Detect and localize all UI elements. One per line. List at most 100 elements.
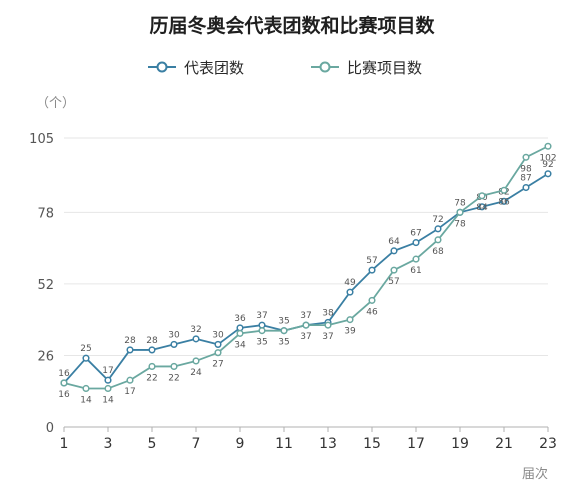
data-label: 32	[190, 325, 201, 335]
data-label: 14	[80, 395, 92, 405]
data-point	[544, 170, 552, 178]
data-label: 35	[256, 338, 267, 348]
data-point	[522, 183, 530, 192]
data-point	[170, 362, 178, 370]
data-label: 30	[212, 330, 224, 340]
data-label: 38	[322, 308, 334, 318]
x-axis-unit: 届次	[522, 466, 548, 482]
data-point	[478, 203, 486, 211]
data-point	[192, 335, 200, 343]
data-label: 27	[212, 360, 223, 370]
legend-label-events: 比赛项目数	[347, 59, 422, 77]
data-point	[478, 192, 486, 200]
data-point	[390, 247, 398, 255]
data-point	[82, 384, 90, 393]
data-label: 25	[80, 344, 91, 354]
chart-title: 历届冬奥会代表团数和比赛项目数	[149, 14, 435, 37]
data-point	[214, 349, 222, 357]
data-point	[390, 266, 398, 274]
y-tick-label: 0	[46, 421, 54, 436]
x-tick-label: 19	[451, 436, 469, 452]
x-axis-ticks: 1 3 5 7 9 11 13 15 17 19 21 23	[60, 427, 557, 452]
data-point	[368, 296, 376, 304]
y-axis-unit: （个）	[36, 96, 75, 111]
data-point	[346, 316, 354, 324]
data-label: 39	[344, 327, 356, 337]
y-tick-label: 105	[29, 132, 54, 147]
x-tick-label: 11	[275, 436, 293, 452]
series-events: 16 14 14 17 22 22 24 27 34 35 35 37 37 39 46 57 61 68 78 84…	[58, 142, 557, 405]
data-label: 78	[454, 198, 466, 208]
data-label: 72	[432, 215, 443, 225]
x-tick-label: 17	[407, 436, 425, 452]
data-label: 30	[168, 330, 180, 340]
data-label: 37	[300, 311, 311, 321]
data-label: 64	[388, 237, 400, 247]
x-tick-label: 1	[60, 436, 69, 452]
data-label: 22	[146, 373, 157, 383]
x-tick-label: 3	[104, 436, 113, 452]
data-point	[82, 354, 90, 362]
data-label: 37	[256, 311, 267, 321]
legend-item-events: 比赛项目数	[311, 59, 422, 77]
data-point	[148, 346, 156, 354]
y-axis-ticks: 0 26 52 78 105	[29, 132, 54, 436]
data-point	[170, 340, 178, 348]
data-point	[544, 142, 552, 150]
data-label: 57	[388, 277, 399, 287]
data-point	[412, 239, 420, 247]
x-tick-label: 9	[236, 436, 245, 452]
data-point	[236, 329, 244, 337]
data-label: 28	[146, 336, 158, 346]
data-label: 46	[366, 307, 378, 317]
data-label: 49	[344, 278, 356, 288]
data-label: 102	[539, 153, 556, 163]
x-tick-label: 21	[495, 436, 513, 452]
data-point	[214, 340, 222, 348]
data-label: 17	[102, 366, 113, 376]
series-layer: 1625172828303230363735373849576467727880…	[58, 142, 557, 405]
data-label: 37	[300, 332, 311, 342]
data-label: 35	[278, 317, 289, 327]
data-label: 24	[190, 368, 202, 378]
data-point	[456, 208, 464, 216]
data-label: 98	[520, 164, 532, 174]
data-point	[346, 288, 354, 296]
legend-label-delegations: 代表团数	[184, 59, 244, 77]
legend-item-delegations: 代表团数	[148, 59, 244, 77]
data-label: 78	[454, 219, 466, 229]
y-tick-label: 78	[37, 206, 54, 221]
data-point	[192, 357, 200, 365]
data-point	[126, 346, 134, 354]
data-label: 36	[234, 314, 246, 324]
data-label: 87	[520, 174, 531, 184]
legend-marker-delegations	[156, 61, 168, 73]
data-label: 61	[410, 266, 421, 276]
gridlines	[64, 137, 548, 356]
y-tick-label: 52	[37, 278, 54, 293]
data-label: 37	[322, 332, 333, 342]
data-label: 16	[58, 369, 70, 379]
x-tick-label: 7	[192, 436, 201, 452]
x-tick-label: 5	[148, 436, 157, 452]
data-point	[434, 236, 442, 244]
data-point	[412, 255, 420, 263]
data-point	[500, 197, 508, 205]
data-point	[280, 327, 288, 335]
data-point	[104, 384, 112, 393]
x-tick-label: 23	[539, 436, 557, 452]
data-point	[500, 186, 508, 194]
data-label: 34	[234, 340, 246, 350]
data-point	[60, 379, 68, 387]
data-point	[258, 327, 266, 335]
data-point	[126, 376, 134, 384]
legend-marker-events	[319, 61, 331, 73]
data-label: 86	[498, 197, 510, 207]
legend: 代表团数 比赛项目数	[148, 59, 422, 77]
data-label: 68	[432, 247, 444, 257]
data-label: 14	[102, 395, 114, 405]
data-point	[104, 376, 112, 384]
data-label: 16	[58, 390, 70, 400]
data-label: 17	[124, 387, 135, 397]
